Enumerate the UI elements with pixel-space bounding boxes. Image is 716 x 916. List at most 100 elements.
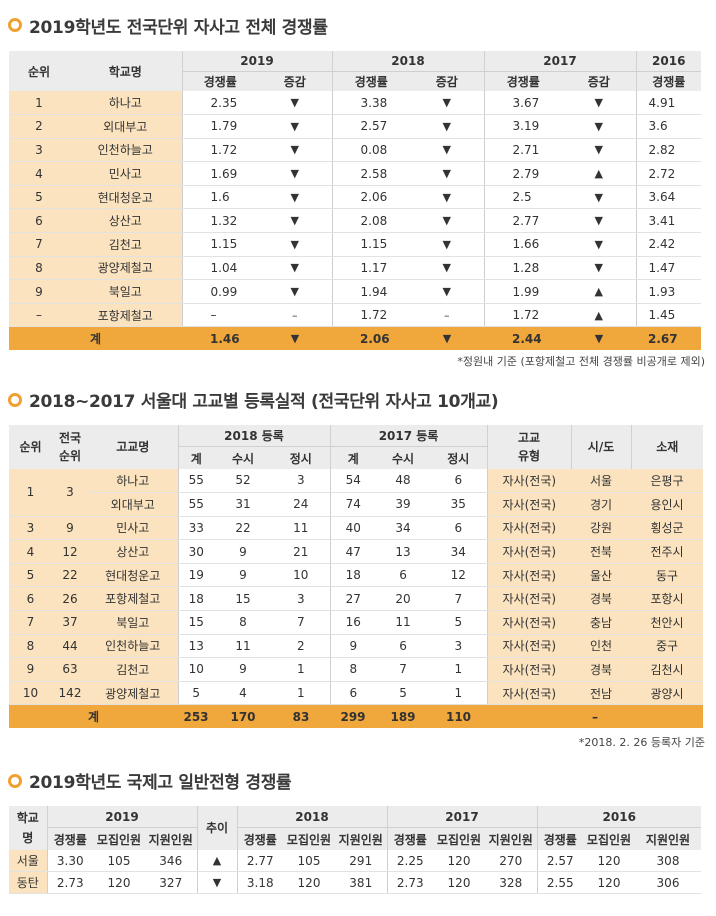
- susi-2017-cell: 5: [376, 681, 431, 706]
- school-name-cell: 현대청운고: [88, 563, 178, 588]
- change-2018-cell: ▼: [410, 185, 484, 210]
- region-cell: 전북: [571, 539, 632, 564]
- school-name-cell: 현대청운고: [69, 185, 182, 210]
- location-cell: 천안시: [631, 610, 704, 635]
- rate-2016-cell: 2.57: [536, 849, 583, 873]
- region-cell: 울산: [571, 563, 632, 588]
- quota-2018-cell: 120: [283, 871, 335, 895]
- header-total: 계: [329, 446, 377, 469]
- jeongsi-2017-cell: 1: [430, 657, 488, 682]
- susi-2018-cell: 31: [214, 492, 272, 517]
- total-label: 계: [9, 326, 182, 350]
- header-applicants: 지원인원: [145, 827, 197, 850]
- change-2017-cell: ▼: [562, 208, 636, 234]
- competition-rate-table: 순위 학교명 2019 2018 2017 2016 경쟁률 증감 경쟁률 증감…: [9, 51, 701, 350]
- jeongsi-2017-cell: 6: [430, 516, 488, 541]
- change-2018-cell: ▼: [410, 114, 484, 139]
- table-row: 9 북일고 0.99 ▼ 1.94 ▼ 1.99 ▲ 1.93: [9, 279, 701, 304]
- quota-2019-cell: 120: [93, 871, 145, 895]
- change-2017-cell: ▼: [562, 185, 636, 210]
- school-name-cell: 북일고: [69, 279, 182, 304]
- school-name-cell: 북일고: [88, 610, 178, 635]
- rate-2018-cell: 1.72: [331, 303, 410, 328]
- region-cell: 경북: [571, 586, 632, 611]
- susi-2017-cell: 48: [376, 468, 431, 494]
- header-location: 소재: [630, 424, 704, 469]
- susi-2017-cell: 39: [376, 492, 431, 517]
- change-2019-cell: ▼: [258, 256, 332, 281]
- rate-2017-cell: 3.67: [483, 91, 562, 116]
- header-national-rank: 전국 순위: [52, 424, 88, 469]
- change-2017-cell: ▼: [562, 91, 636, 116]
- rate-2016-cell: 2.72: [635, 161, 701, 186]
- region-cell: 전남: [571, 681, 632, 706]
- total-2017-cell: 74: [329, 492, 377, 517]
- applicants-2019-cell: 346: [145, 849, 197, 873]
- region-cell: 충남: [571, 610, 632, 635]
- header-susi: 수시: [376, 446, 431, 469]
- change-2018-cell: ▼: [410, 208, 484, 234]
- section2-note: *2018. 2. 26 등록자 기준: [578, 735, 705, 749]
- table-row: 2 외대부고 1.79 ▼ 2.57 ▼ 3.19 ▼ 3.6: [9, 114, 701, 139]
- quota-2017-cell: 120: [433, 849, 485, 873]
- rank-cell: 5: [9, 563, 52, 588]
- jeongsi-2017-total: 110: [430, 704, 488, 728]
- school-type-cell: 자사(전국): [486, 563, 572, 588]
- rank-cell: 3: [9, 138, 69, 163]
- national-rank-cell: 142: [52, 681, 88, 706]
- rank-cell: 4: [9, 539, 52, 564]
- rank-cell: 7: [9, 232, 69, 257]
- jeongsi-2018-cell: 1: [272, 657, 331, 682]
- rate-2016-cell: 2.42: [635, 232, 701, 257]
- rate-2018-cell: 3.18: [236, 871, 283, 895]
- total-row: 계 253 170 83 299 189 110–: [9, 704, 704, 728]
- school-name-cell: 포항제철고: [88, 586, 178, 611]
- rate-2019-cell: –: [181, 303, 258, 328]
- rate-2017-cell: 2.25: [386, 849, 433, 873]
- school-name-cell: 하나고: [69, 91, 182, 116]
- change-2018-cell: ▼: [410, 232, 484, 257]
- header-jeongsi: 정시: [430, 446, 488, 469]
- header-2017: 2017: [483, 51, 636, 72]
- table-row: – 포항제철고 – –1.72–1.72 ▲ 1.45: [9, 303, 701, 328]
- total-2018-cell: 33: [177, 516, 214, 541]
- header-quota: 모집인원: [93, 827, 145, 850]
- school-name-cell: 인천하늘고: [69, 138, 182, 163]
- school-name-cell: 상산고: [69, 208, 182, 234]
- rank-cell: 8: [9, 634, 52, 659]
- national-rank-cell: 12: [52, 539, 88, 564]
- susi-2017-cell: 6: [376, 634, 431, 659]
- total-change-2017: ▼: [562, 326, 636, 350]
- rate-2018-cell: 1.94: [331, 279, 410, 304]
- header-2016: 2016: [635, 51, 701, 72]
- school-type-cell: 자사(전국): [486, 492, 572, 517]
- susi-2017-cell: 11: [376, 610, 431, 635]
- applicants-2016-cell: 306: [635, 871, 702, 895]
- change-2019-cell: ▼: [258, 138, 332, 163]
- total-rate-2016: 2.67: [636, 326, 701, 350]
- rate-2017-cell: 2.71: [483, 138, 562, 163]
- rank-cell: 5: [9, 185, 69, 210]
- rate-2017-cell: 3.19: [483, 114, 562, 139]
- change-2018-cell: –: [410, 303, 484, 328]
- national-rank-cell: 63: [52, 657, 88, 682]
- rate-2019-cell: 1.69: [181, 161, 258, 186]
- quota-2018-cell: 105: [283, 849, 335, 873]
- header-2017: 2017: [386, 805, 537, 829]
- table-row: 4 12 상산고 30 9 21 47 13 34 자사(전국) 전북 전주시: [9, 539, 704, 564]
- total-2017-cell: 16: [329, 610, 377, 635]
- rate-2018-cell: 2.57: [331, 114, 410, 139]
- region-cell: 인천: [571, 634, 632, 659]
- table-row: 3 9 민사고 33 22 11 40 34 6 자사(전국) 강원 횡성군: [9, 516, 704, 541]
- school-name-cell: 외대부고: [69, 114, 182, 139]
- table-row: 외대부고 55 31 24 74 39 35 자사(전국) 경기 용인시: [9, 492, 704, 517]
- header-jeongsi: 정시: [272, 446, 331, 469]
- applicants-2018-cell: 291: [335, 849, 387, 873]
- change-2019-cell: ▼: [258, 279, 332, 304]
- region-cell: 서울: [571, 468, 632, 494]
- header-rank: 순위: [9, 51, 69, 91]
- rank-cell: 1: [9, 468, 52, 517]
- location-cell: 전주시: [631, 539, 704, 564]
- table-row: 서울 3.30 105 346 ▲ 2.77 105 291 2.25 120 270 2.57 120…: [9, 849, 702, 873]
- change-2017-cell: ▼: [562, 138, 636, 163]
